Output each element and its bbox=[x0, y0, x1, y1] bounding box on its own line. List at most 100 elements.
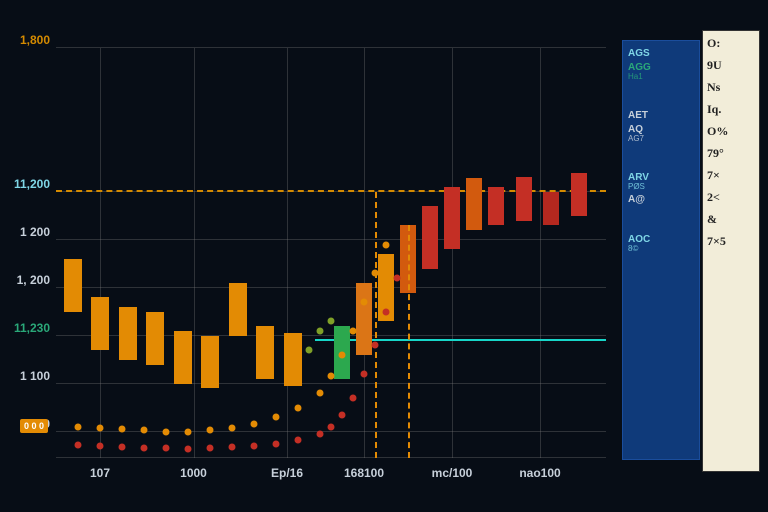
value-panel: O:9UNsIq.O%79°7×2<&7×5 bbox=[702, 30, 760, 472]
candle-bar bbox=[516, 177, 532, 220]
orange-dots bbox=[317, 390, 324, 397]
orange-dots bbox=[372, 270, 379, 277]
x-axis-label: nao100 bbox=[519, 466, 560, 480]
candle-bar bbox=[543, 192, 559, 226]
x-axis-label: Ep/16 bbox=[271, 466, 303, 480]
corner-badge: 0 0 0 bbox=[20, 419, 48, 433]
gridline-v bbox=[194, 48, 195, 458]
dashed-drop bbox=[408, 225, 410, 458]
value-item: 79° bbox=[707, 147, 755, 159]
orange-dots bbox=[141, 427, 148, 434]
y-axis-label: 11,230 bbox=[14, 321, 50, 335]
x-axis-label: mc/100 bbox=[432, 466, 473, 480]
legend-item[interactable]: AOC8© bbox=[628, 235, 694, 253]
red-dots bbox=[119, 444, 126, 451]
green-dots bbox=[328, 318, 335, 325]
green-dots bbox=[306, 347, 313, 354]
value-item: Iq. bbox=[707, 103, 755, 115]
legend-item[interactable]: ARVPØS bbox=[628, 173, 694, 191]
volume-bar bbox=[119, 307, 137, 360]
orange-dots bbox=[339, 351, 346, 358]
volume-bar bbox=[229, 283, 247, 336]
orange-dots bbox=[273, 414, 280, 421]
gridline-h bbox=[56, 457, 606, 458]
green-dots bbox=[317, 327, 324, 334]
candle-bar bbox=[488, 187, 504, 225]
gridline-h bbox=[56, 47, 606, 48]
value-item: 9U bbox=[707, 59, 755, 71]
dashed-drop bbox=[375, 192, 377, 458]
chart-container: 1,80011,2001 2001, 20011,2301 1001,10010… bbox=[0, 0, 620, 512]
y-axis-label: 11,200 bbox=[14, 177, 50, 191]
legend-item-sub: AG7 bbox=[628, 135, 694, 143]
gridline-v bbox=[100, 48, 101, 458]
red-dots bbox=[295, 437, 302, 444]
legend-item[interactable]: AGGHa1 bbox=[628, 63, 694, 81]
legend-item[interactable]: AGS bbox=[628, 49, 694, 59]
gridline-h bbox=[56, 287, 606, 288]
volume-bar bbox=[256, 326, 274, 379]
red-dots bbox=[394, 275, 401, 282]
red-dots bbox=[273, 440, 280, 447]
candle-bar bbox=[466, 178, 482, 231]
volume-bar bbox=[91, 297, 109, 350]
red-dots bbox=[372, 342, 379, 349]
gridline-h bbox=[56, 431, 606, 432]
candle-bar bbox=[571, 173, 587, 216]
gridline-v bbox=[287, 48, 288, 458]
orange-dots bbox=[295, 404, 302, 411]
legend-item-sub: 8© bbox=[628, 245, 694, 253]
gridline-h bbox=[56, 383, 606, 384]
value-item: O: bbox=[707, 37, 755, 49]
volume-bar bbox=[174, 331, 192, 384]
red-dots bbox=[229, 444, 236, 451]
orange-dots bbox=[75, 423, 82, 430]
legend-item-sub: PØS bbox=[628, 183, 694, 191]
orange-dots bbox=[163, 428, 170, 435]
legend-item[interactable]: A@ bbox=[628, 195, 694, 205]
red-dots bbox=[75, 441, 82, 448]
red-dots bbox=[97, 443, 104, 450]
x-axis-label: 107 bbox=[90, 466, 110, 480]
orange-dots bbox=[229, 425, 236, 432]
volume-bar bbox=[201, 336, 219, 389]
red-dots bbox=[339, 411, 346, 418]
value-item: & bbox=[707, 213, 755, 225]
y-axis-label: 1 200 bbox=[20, 225, 50, 239]
gridline-h bbox=[56, 239, 606, 240]
legend-item[interactable]: AQAG7 bbox=[628, 125, 694, 143]
x-axis-label: 168100 bbox=[344, 466, 384, 480]
orange-dots bbox=[383, 241, 390, 248]
candle-bar bbox=[422, 206, 438, 268]
gridline-v bbox=[540, 48, 541, 458]
legend-item[interactable]: AET bbox=[628, 111, 694, 121]
legend-item-sub: Ha1 bbox=[628, 73, 694, 81]
red-dots bbox=[141, 444, 148, 451]
x-axis-label: 1000 bbox=[180, 466, 207, 480]
legend-item-label: AGS bbox=[628, 49, 694, 59]
red-dots bbox=[185, 445, 192, 452]
volume-bar bbox=[284, 333, 302, 386]
orange-dots bbox=[97, 425, 104, 432]
orange-dots bbox=[328, 373, 335, 380]
value-item: 7×5 bbox=[707, 235, 755, 247]
value-item: 7× bbox=[707, 169, 755, 181]
legend-item-label: AET bbox=[628, 111, 694, 121]
value-item: 2< bbox=[707, 191, 755, 203]
red-dots bbox=[207, 445, 214, 452]
orange-dots bbox=[119, 426, 126, 433]
y-axis-label: 1 100 bbox=[20, 369, 50, 383]
red-dots bbox=[251, 443, 258, 450]
y-axis-label: 1,800 bbox=[20, 33, 50, 47]
volume-bar bbox=[64, 259, 82, 312]
gridline-v bbox=[364, 48, 365, 458]
candle-bar bbox=[356, 283, 372, 355]
red-dots bbox=[383, 308, 390, 315]
red-dots bbox=[361, 371, 368, 378]
value-item: O% bbox=[707, 125, 755, 137]
red-dots bbox=[317, 431, 324, 438]
volume-bar bbox=[146, 312, 164, 365]
red-dots bbox=[163, 445, 170, 452]
orange-dots bbox=[185, 428, 192, 435]
gridline-v bbox=[452, 48, 453, 458]
